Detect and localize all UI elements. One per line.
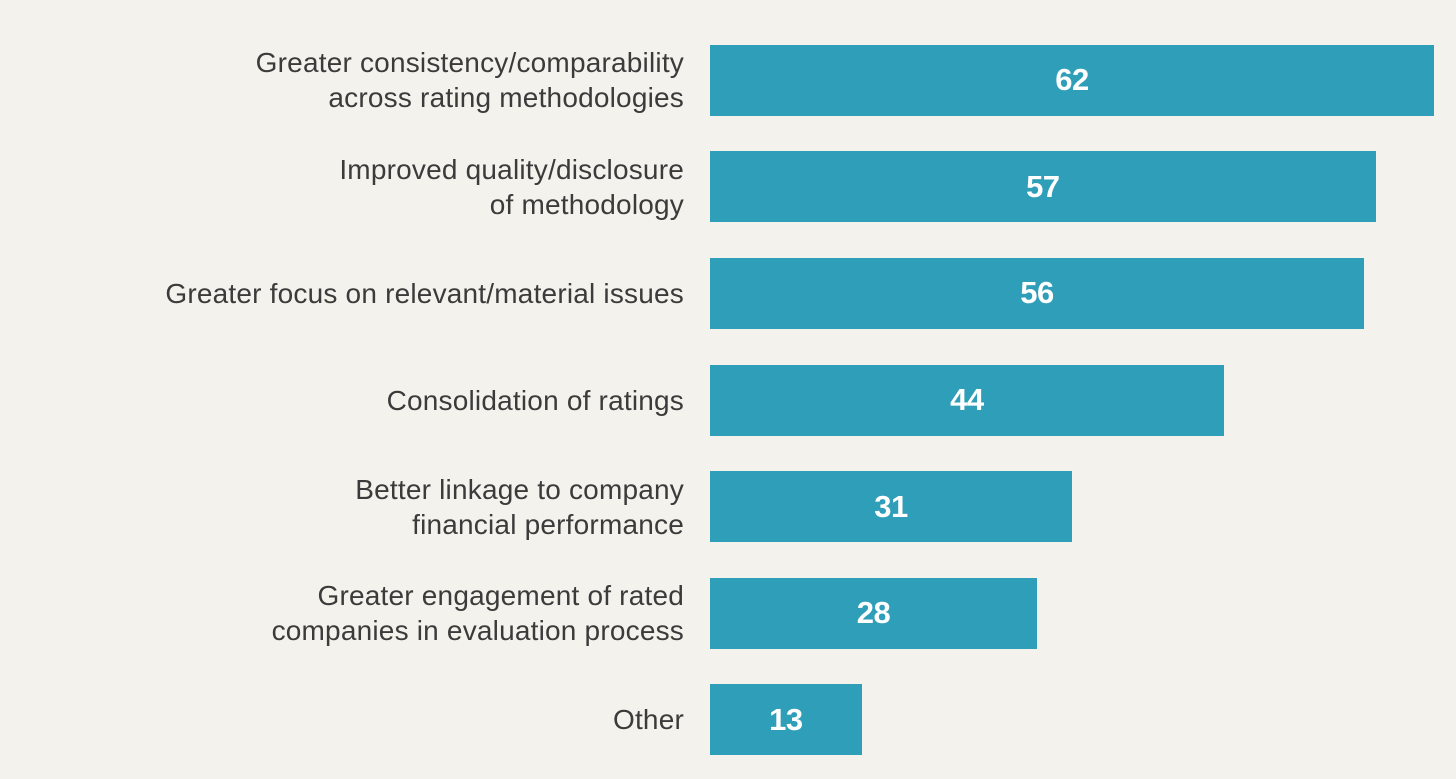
bar-area: 44 — [710, 364, 1434, 436]
category-label: Greater consistency/comparability across… — [255, 47, 684, 114]
bar-area: 28 — [710, 577, 1434, 649]
bar: 62 — [710, 44, 1434, 116]
bar-value-label: 44 — [950, 382, 984, 418]
category-label: Consolidation of ratings — [386, 384, 684, 416]
category-label: Better linkage to company financial perf… — [355, 473, 684, 540]
bar-area: 56 — [710, 257, 1434, 329]
bar: 44 — [710, 364, 1224, 436]
bar: 57 — [710, 151, 1376, 223]
bar-value-label: 57 — [1026, 168, 1060, 204]
bar: 13 — [710, 684, 862, 756]
category-label: Greater focus on relevant/material issue… — [165, 277, 684, 309]
bar-value-label: 62 — [1055, 62, 1089, 98]
bar-area: 13 — [710, 684, 1434, 756]
bar-area: 31 — [710, 471, 1434, 543]
chart-row: Consolidation of ratings 44 — [0, 347, 1456, 454]
bar-value-label: 56 — [1020, 275, 1054, 311]
bar: 28 — [710, 577, 1037, 649]
bar-value-label: 13 — [769, 701, 803, 737]
chart-row: Greater engagement of rated companies in… — [0, 560, 1456, 667]
bar-value-label: 28 — [856, 595, 891, 631]
bar: 56 — [710, 257, 1364, 329]
category-label: Improved quality/disclosure of methodolo… — [339, 153, 684, 220]
chart-row: Greater focus on relevant/material issue… — [0, 240, 1456, 347]
chart-row: Greater consistency/comparability across… — [0, 27, 1456, 134]
category-label: Other — [612, 704, 684, 736]
bar-area: 62 — [710, 44, 1434, 116]
chart-row: Improved quality/disclosure of methodolo… — [0, 134, 1456, 241]
category-label: Greater engagement of rated companies in… — [271, 580, 684, 647]
chart-row: Better linkage to company financial perf… — [0, 453, 1456, 560]
chart-row: Other 13 — [0, 667, 1456, 774]
bar-area: 57 — [710, 151, 1434, 223]
bar: 31 — [710, 471, 1072, 543]
bar-value-label: 31 — [874, 488, 908, 524]
